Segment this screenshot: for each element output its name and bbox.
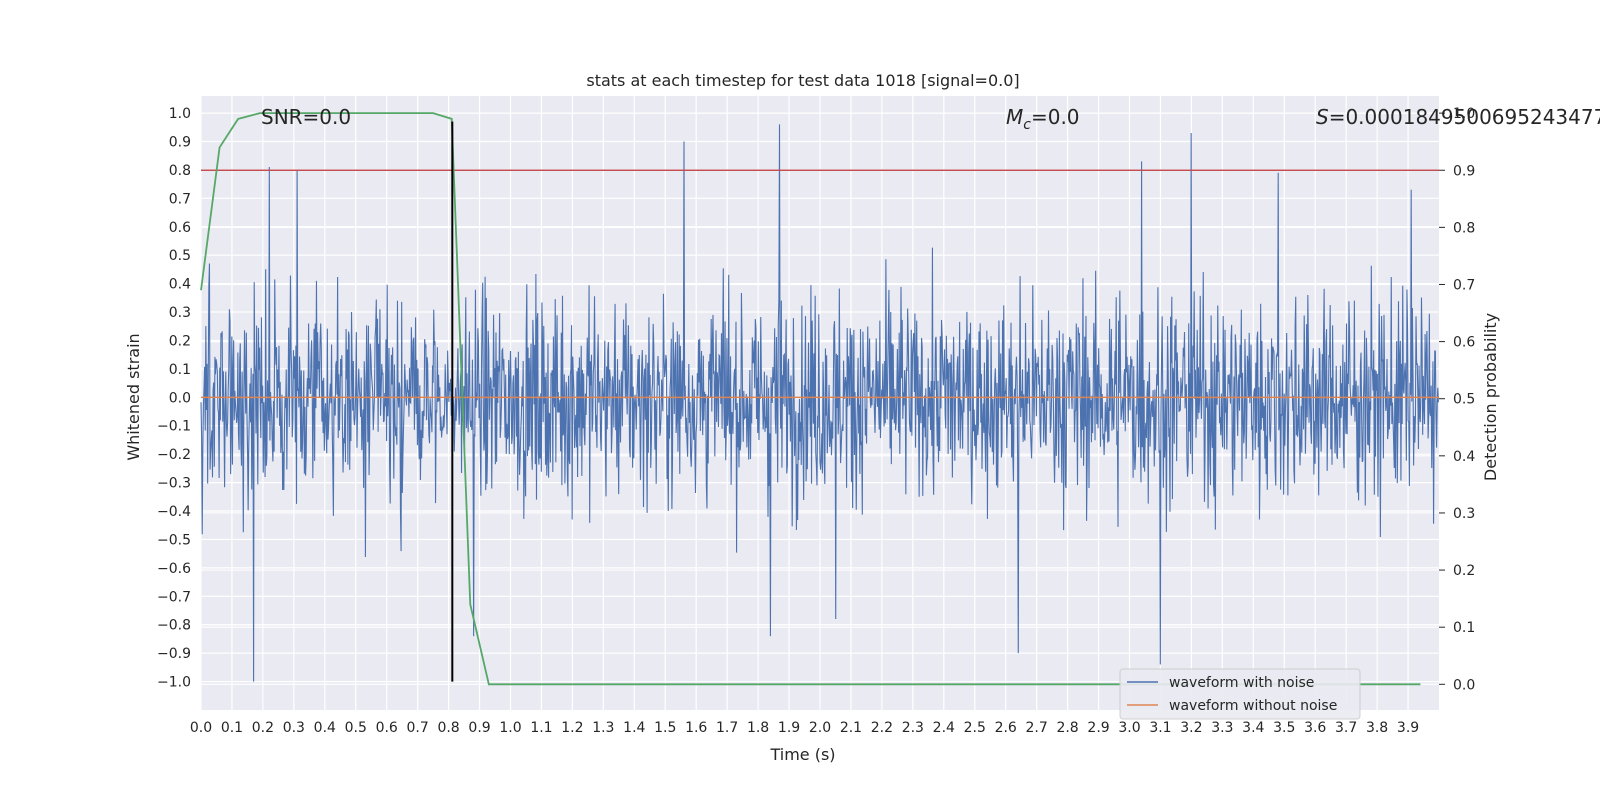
y-right-tick-label: 0.8 xyxy=(1453,220,1475,236)
legend-label-clean: waveform without noise xyxy=(1169,698,1337,714)
x-tick-label: 2.6 xyxy=(995,720,1017,736)
x-tick-label: 3.1 xyxy=(1149,720,1171,736)
y-right-tick-label: 0.2 xyxy=(1453,563,1475,579)
x-tick-label: 0.3 xyxy=(283,720,305,736)
x-tick-label: 2.5 xyxy=(964,720,986,736)
x-tick-label: 0.4 xyxy=(314,720,336,736)
y-tick-label: 0.3 xyxy=(169,305,191,321)
y-right-tick-label: 0.4 xyxy=(1453,449,1475,465)
x-tick-label: 0.5 xyxy=(345,720,367,736)
legend-label-noise: waveform with noise xyxy=(1169,675,1314,691)
x-tick-label: 1.8 xyxy=(747,720,769,736)
y-tick-label: −0.5 xyxy=(157,532,191,548)
mc-subscript: c xyxy=(1023,117,1031,133)
s-value: =0.00018495006952434778 xyxy=(1329,105,1600,129)
x-tick-label: 1.7 xyxy=(716,720,738,736)
x-tick-label: 1.2 xyxy=(561,720,583,736)
x-tick-label: 2.8 xyxy=(1056,720,1078,736)
y-tick-label: 0.0 xyxy=(169,390,191,406)
y-tick-label: −0.6 xyxy=(157,561,191,577)
y-tick-label: 0.1 xyxy=(169,362,191,378)
series-waveform-with-noise xyxy=(200,124,1439,682)
x-tick-label: 0.8 xyxy=(437,720,459,736)
y-tick-label: 0.2 xyxy=(169,333,191,349)
y-tick-label: −0.8 xyxy=(157,618,191,634)
x-tick-label: 3.8 xyxy=(1366,720,1388,736)
x-tick-label: 0.2 xyxy=(252,720,274,736)
snr-annotation: SNR=0.0 xyxy=(261,105,351,129)
x-tick-label: 1.5 xyxy=(654,720,676,736)
x-tick-label: 3.7 xyxy=(1335,720,1357,736)
s-annotation: S=0.00018495006952434778 xyxy=(1316,105,1600,129)
x-tick-label: 1.4 xyxy=(623,720,645,736)
x-tick-label: 1.3 xyxy=(592,720,614,736)
x-tick-label: 3.2 xyxy=(1180,720,1202,736)
y-right-tick-label: 0.1 xyxy=(1453,620,1475,636)
x-tick-label: 2.1 xyxy=(840,720,862,736)
x-tick-label: 3.6 xyxy=(1304,720,1326,736)
y-tick-label: 0.4 xyxy=(169,277,191,293)
y-tick-label: 0.8 xyxy=(169,163,191,179)
x-tick-label: 3.0 xyxy=(1118,720,1140,736)
y-tick-label: −0.4 xyxy=(157,504,191,520)
y-axis-right-label: Detection probability xyxy=(1481,313,1500,481)
x-tick-label: 1.6 xyxy=(685,720,707,736)
y-tick-label: −0.7 xyxy=(157,589,191,605)
x-tick-label: 3.3 xyxy=(1211,720,1233,736)
x-tick-label: 2.9 xyxy=(1087,720,1109,736)
x-tick-label: 0.0 xyxy=(190,720,212,736)
y-right-tick-label: 0.9 xyxy=(1453,163,1475,179)
plot-area: 0.0 0.1 0.2 0.3 0.4 0.5 0.6 0.7 0.8 0.9 1.0 1.1 1.2 1… xyxy=(157,96,1475,736)
x-tick-label: 3.9 xyxy=(1397,720,1419,736)
x-tick-label: 2.4 xyxy=(933,720,955,736)
series-detection-probability xyxy=(200,112,1421,686)
x-tick-label: 0.6 xyxy=(376,720,398,736)
x-tick-label: 0.9 xyxy=(468,720,490,736)
x-tick-label: 0.7 xyxy=(407,720,429,736)
y-right-tick-label: 0.0 xyxy=(1453,677,1475,693)
y-tick-label: −1.0 xyxy=(157,675,191,691)
legend-box xyxy=(1119,668,1361,720)
x-tick-label: 2.7 xyxy=(1026,720,1048,736)
x-tick-label: 2.3 xyxy=(902,720,924,736)
x-tick-label: 1.9 xyxy=(778,720,800,736)
x-tick-label: 1.0 xyxy=(499,720,521,736)
x-tick-label: 3.5 xyxy=(1273,720,1295,736)
x-tick-label: 2.2 xyxy=(871,720,893,736)
y-right-tick-label: 0.6 xyxy=(1453,335,1475,351)
mc-symbol: M xyxy=(1006,105,1023,129)
y-axis-label: Whitened strain xyxy=(124,333,143,460)
y-tick-label: 1.0 xyxy=(169,106,191,122)
y-tick-label: −0.1 xyxy=(157,419,191,435)
y-tick-label: 0.6 xyxy=(169,220,191,236)
mc-annotation: Mc=0.0 xyxy=(1006,105,1080,133)
y-tick-label: −0.3 xyxy=(157,476,191,492)
y-tick-label: −0.2 xyxy=(157,447,191,463)
y-tick-label: 0.5 xyxy=(169,248,191,264)
y-right-tick-label: 0.7 xyxy=(1453,277,1475,293)
legend: waveform with noise waveform without noi… xyxy=(1119,668,1361,720)
y-tick-label: 0.7 xyxy=(169,191,191,207)
x-tick-label: 3.4 xyxy=(1242,720,1264,736)
y-right-tick-label: 0.5 xyxy=(1453,392,1475,408)
y-right-tick-label: 0.3 xyxy=(1453,506,1475,522)
y-tick-label: −0.9 xyxy=(157,646,191,662)
s-symbol: S xyxy=(1316,105,1329,129)
x-tick-label: 0.1 xyxy=(221,720,243,736)
x-tick-label: 1.1 xyxy=(530,720,552,736)
y-tick-label: 0.9 xyxy=(169,134,191,150)
y-right-tick-label: 1.0 xyxy=(1453,106,1475,122)
x-tick-label: 2.0 xyxy=(809,720,831,736)
x-axis-label: Time (s) xyxy=(769,745,835,764)
chart-title: stats at each timestep for test data 101… xyxy=(586,71,1019,90)
mc-value: =0.0 xyxy=(1031,105,1080,129)
